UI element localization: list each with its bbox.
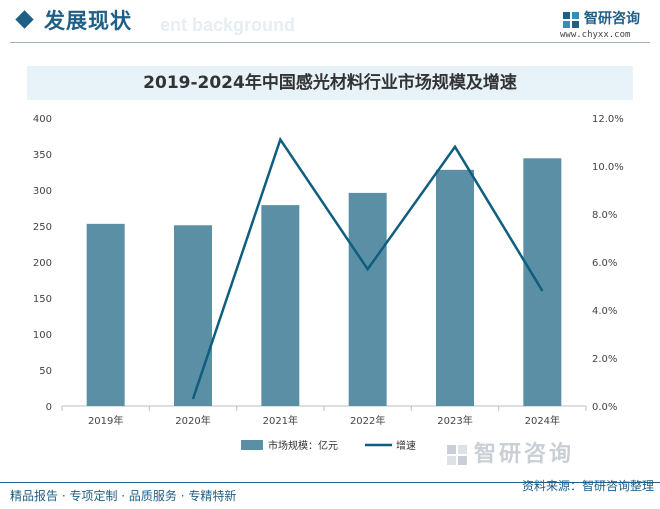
legend-bar-label: 市场规模：亿元 — [268, 439, 338, 452]
growth-point — [279, 139, 281, 141]
y-right-tick-label: 12.0% — [592, 114, 624, 125]
y-left-tick-label: 150 — [33, 294, 52, 305]
y-right-tick-label: 10.0% — [592, 162, 624, 173]
y-left-tick-label: 200 — [33, 258, 52, 269]
diamond-icon — [15, 10, 34, 29]
y-left-tick-label: 0 — [46, 402, 52, 413]
bar — [261, 205, 300, 406]
footer: 精品报告 · 专项定制 · 品质服务 · 专精特新 资料来源：智研咨询整理 — [0, 478, 660, 509]
brand-name: 智研咨询 — [584, 11, 640, 27]
y-right-tick-label: 4.0% — [592, 306, 617, 317]
legend-line-label: 增速 — [396, 439, 416, 452]
growth-point — [454, 146, 456, 148]
bar — [86, 223, 125, 406]
legend-bar-swatch — [241, 440, 263, 450]
y-left-tick-label: 300 — [33, 186, 52, 197]
section-watermark: ent background — [160, 15, 296, 35]
growth-point — [367, 268, 369, 270]
y-left-tick-label: 50 — [39, 366, 52, 377]
y-right-tick-label: 2.0% — [592, 354, 617, 365]
footer-source: 资料来源：智研咨询整理 — [521, 479, 654, 493]
bar — [436, 169, 474, 406]
footer-slogan: 精品报告 · 专项定制 · 品质服务 · 专精特新 — [10, 489, 237, 503]
brand-url: www.chyxx.com — [560, 30, 631, 40]
section-header: 发展现状 ent background 智研咨询 www.chyxx.com — [0, 0, 660, 46]
watermark-brand: 智研咨询 — [474, 442, 575, 467]
y-right-tick-label: 0.0% — [592, 402, 617, 413]
header-divider — [10, 42, 650, 43]
growth-point — [192, 398, 194, 400]
x-tick-label: 2024年 — [525, 414, 560, 427]
growth-point — [541, 290, 543, 292]
x-tick-label: 2019年 — [88, 414, 123, 427]
y-right-tick-label: 6.0% — [592, 258, 617, 269]
x-tick-label: 2021年 — [263, 414, 298, 427]
brand-logo-icon — [563, 12, 579, 28]
chart-svg: 0 50 100 150 200 250 300 350 400 0.0% 2.0% 4.0% 6.0%… — [33, 114, 624, 452]
bar — [523, 158, 562, 406]
bar — [174, 225, 212, 406]
y-left-tick-label: 350 — [33, 150, 52, 161]
y-left-tick-label: 250 — [33, 222, 52, 233]
x-tick-label: 2020年 — [175, 414, 210, 427]
section-title: 发展现状 — [44, 9, 132, 33]
chart-title-band: 2019-2024年中国感光材料行业市场规模及增速 — [27, 66, 633, 100]
footer-divider — [0, 482, 660, 483]
x-tick-label: 2023年 — [437, 414, 472, 427]
y-left-tick-label: 400 — [33, 114, 52, 125]
x-tick-label: 2022年 — [350, 414, 385, 427]
watermark-logo-icon — [447, 445, 467, 465]
chart-title: 2019-2024年中国感光材料行业市场规模及增速 — [143, 73, 517, 93]
y-left-tick-label: 100 — [33, 330, 52, 341]
bar — [348, 192, 387, 406]
y-right-tick-label: 8.0% — [592, 210, 617, 221]
chart-area: 0 50 100 150 200 250 300 350 400 0.0% 2.0% 4.0% 6.0%… — [0, 100, 660, 469]
